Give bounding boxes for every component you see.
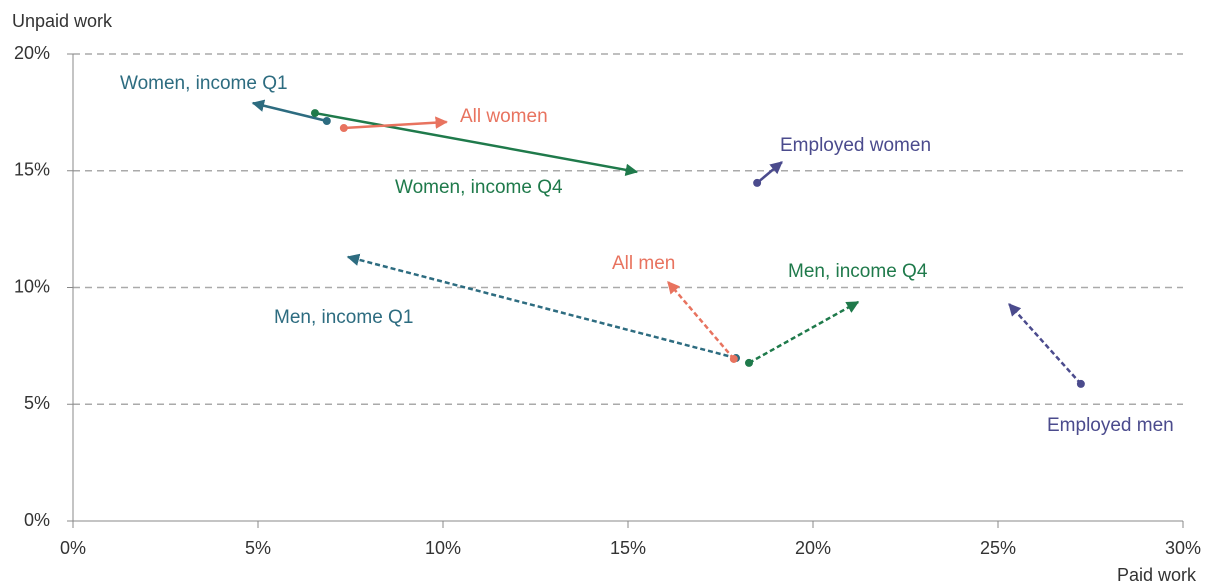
series-label: Women, income Q1 [120,73,288,94]
y-tick-label: 0% [24,510,50,530]
start-point [1076,379,1085,388]
x-tick-label: 0% [60,538,86,558]
arrow [748,300,860,365]
series-label: All women [460,106,548,127]
start-point [753,178,762,187]
arrow [667,280,735,360]
y-tick-label: 10% [14,276,50,296]
x-tick-label: 15% [610,538,646,558]
x-tick-label: 5% [245,538,271,558]
arrow [314,111,639,177]
start-point [744,358,753,367]
x-tick-label: 30% [1165,538,1201,558]
arrow [1008,303,1082,385]
x-tick-label: 25% [980,538,1016,558]
start-point [310,109,319,118]
y-axis-label: Unpaid work [12,11,113,31]
arrow [251,99,328,123]
arrow [343,116,448,130]
series-label: Employed men [1047,415,1174,436]
start-point [729,354,738,363]
y-tick-label: 20% [14,43,50,63]
x-axis-label: Paid work [1117,565,1197,585]
y-tick-label: 15% [14,160,50,180]
y-tick-label: 5% [24,393,50,413]
x-tick-label: 10% [425,538,461,558]
series-label: Women, income Q4 [395,177,563,198]
start-point [339,124,348,133]
series-label: Employed women [780,135,931,156]
series-label: Men, income Q4 [788,261,928,282]
series-label: Men, income Q1 [274,307,413,328]
start-point [322,117,331,126]
arrow [346,253,737,360]
x-tick-label: 20% [795,538,831,558]
series-label: All men [612,253,675,274]
arrow [756,161,783,184]
